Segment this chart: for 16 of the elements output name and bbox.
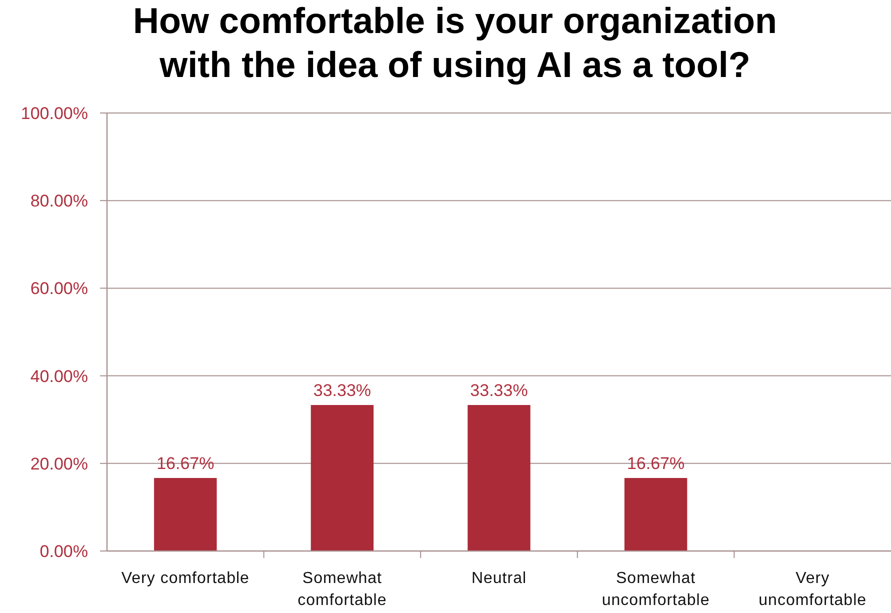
chart-title: How comfortable is your organization with the idea of using AI as a tool? — [132, 0, 778, 85]
x-tick-label: Somewhat comfortable — [298, 570, 387, 609]
x-tick-label: Somewhat uncomfortable — [602, 570, 710, 609]
y-tick-label: 20.00% — [30, 454, 88, 474]
data-label: 16.67% — [626, 454, 685, 473]
y-tick-label: 100.00% — [20, 104, 88, 123]
y-tick-label: 0.00% — [40, 542, 88, 561]
y-tick-label: 60.00% — [30, 279, 88, 298]
x-tick-label: Very uncomfortable — [758, 570, 867, 609]
x-tick-label: Very comfortable — [121, 570, 250, 587]
y-tick-label: 80.00% — [30, 192, 88, 211]
data-label: 33.33% — [470, 381, 528, 400]
data-label: 33.33% — [313, 381, 372, 400]
x-tick-label: Neutral — [471, 570, 527, 587]
y-tick-label: 40.00% — [30, 366, 88, 386]
data-label: 16.67% — [156, 454, 214, 473]
